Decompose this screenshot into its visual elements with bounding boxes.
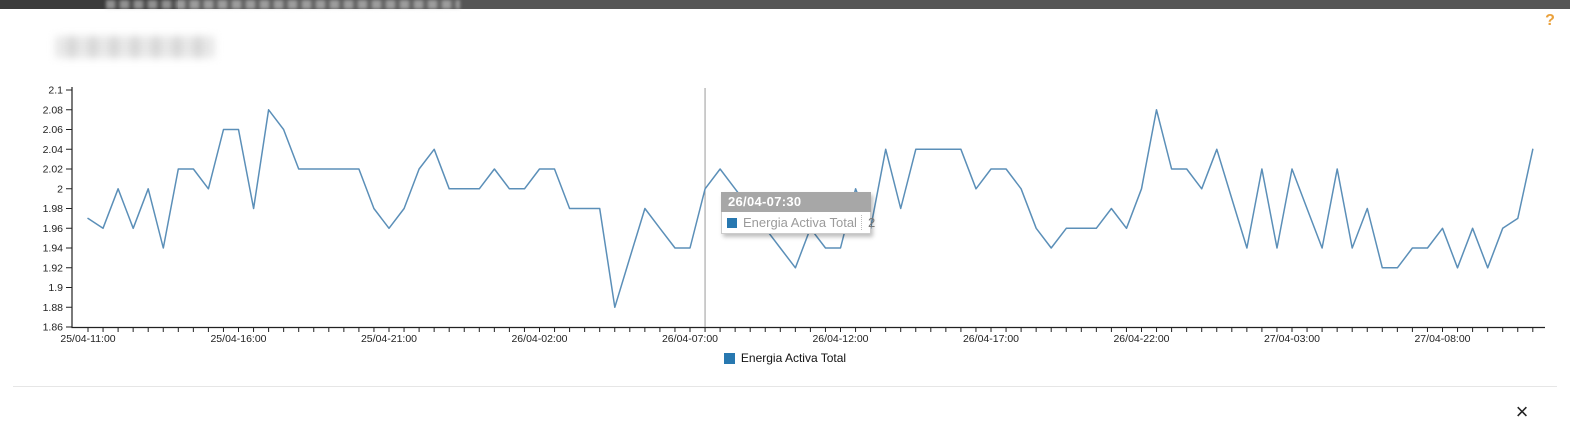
svg-text:25/04-16:00: 25/04-16:00 xyxy=(210,333,266,345)
legend-label: Energia Activa Total xyxy=(740,351,847,365)
svg-text:27/04-03:00: 27/04-03:00 xyxy=(1264,333,1320,345)
legend-marker-icon xyxy=(723,352,735,364)
svg-text:2.1: 2.1 xyxy=(48,85,63,97)
redacted-window-title xyxy=(106,0,460,9)
tooltip-separator xyxy=(860,215,862,230)
help-icon[interactable]: ? xyxy=(1545,12,1555,29)
svg-text:1.88: 1.88 xyxy=(43,302,64,314)
chart-tooltip: 26/04-07:30 Energia Activa Total 2 xyxy=(721,192,875,234)
svg-text:26/04-12:00: 26/04-12:00 xyxy=(812,333,868,345)
svg-text:26/04-07:00: 26/04-07:00 xyxy=(662,333,718,345)
svg-text:25/04-21:00: 25/04-21:00 xyxy=(361,333,417,345)
tooltip-row: Energia Activa Total 2 xyxy=(721,212,875,234)
tooltip-series-label: Energia Activa Total xyxy=(743,215,857,230)
svg-text:1.92: 1.92 xyxy=(43,262,64,274)
svg-text:2.06: 2.06 xyxy=(43,124,64,136)
svg-text:2.08: 2.08 xyxy=(43,104,64,116)
svg-text:1.96: 1.96 xyxy=(43,223,64,235)
tooltip-value: 2 xyxy=(867,215,876,230)
svg-text:26/04-02:00: 26/04-02:00 xyxy=(511,333,567,345)
window-top-bar xyxy=(0,0,1570,9)
svg-text:26/04-17:00: 26/04-17:00 xyxy=(963,333,1019,345)
svg-text:1.9: 1.9 xyxy=(48,282,63,294)
svg-text:1.94: 1.94 xyxy=(43,243,64,255)
svg-text:25/04-11:00: 25/04-11:00 xyxy=(60,333,115,345)
close-button[interactable]: × xyxy=(1508,398,1536,426)
legend-item-energia-activa-total[interactable]: Energia Activa Total xyxy=(0,350,1570,366)
svg-text:2.02: 2.02 xyxy=(43,164,64,176)
svg-text:1.98: 1.98 xyxy=(43,203,64,215)
redacted-page-title xyxy=(55,36,215,58)
svg-text:26/04-22:00: 26/04-22:00 xyxy=(1113,333,1169,345)
svg-text:27/04-08:00: 27/04-08:00 xyxy=(1414,333,1470,345)
svg-text:2.04: 2.04 xyxy=(43,144,64,156)
svg-text:2: 2 xyxy=(57,183,63,195)
svg-text:1.86: 1.86 xyxy=(43,322,64,334)
tooltip-title: 26/04-07:30 xyxy=(721,192,871,212)
series-marker-icon xyxy=(727,217,737,228)
footer-divider xyxy=(13,386,1557,387)
window-tab xyxy=(0,0,178,9)
